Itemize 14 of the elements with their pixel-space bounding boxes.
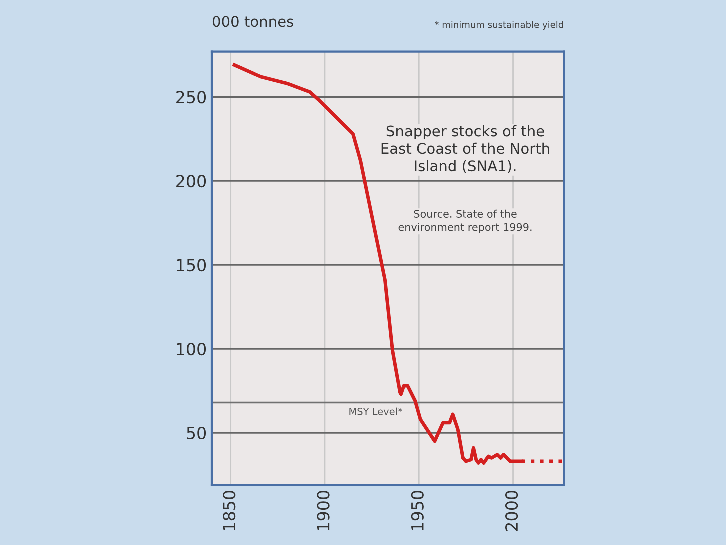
- y-tick-label: 50: [187, 426, 206, 440]
- y-tick-label: 250: [176, 91, 206, 104]
- y-tick-label: 200: [176, 175, 206, 188]
- y-tick-label: 150: [177, 259, 206, 272]
- x-tick-label: 1950: [411, 491, 424, 530]
- text: Source. State of the environment report 1999.: [398, 210, 532, 234]
- x-tick-label: 1850: [223, 491, 236, 530]
- text: * minimum sustainable yield: [435, 21, 564, 30]
- y-axis-title: 000 tonnes: [212, 16, 294, 28]
- ref-line-label: MSY Level*: [350, 408, 403, 416]
- x-tick-label: 1900: [317, 491, 330, 530]
- y-tick-label: 100: [177, 342, 206, 356]
- x-tick-label: 2000: [505, 491, 518, 532]
- text: Snapper stocks of the East Coast of the North Island (SNA1).: [382, 125, 550, 174]
